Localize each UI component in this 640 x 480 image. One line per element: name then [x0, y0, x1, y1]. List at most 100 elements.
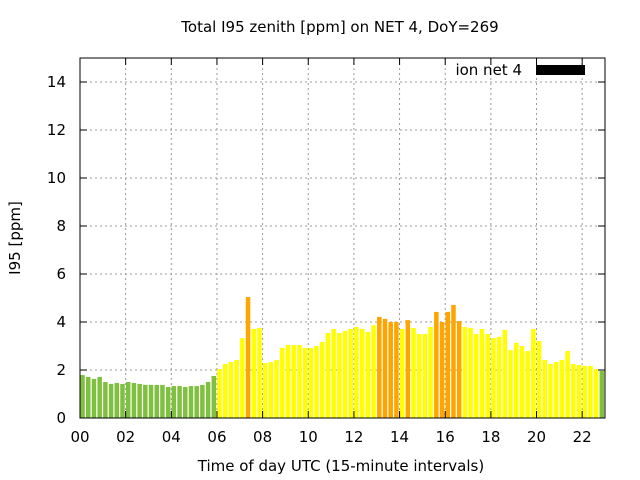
bar	[485, 334, 490, 418]
bar	[428, 327, 433, 418]
bar	[314, 346, 319, 418]
bar	[565, 351, 570, 418]
bar	[462, 327, 468, 418]
bar	[211, 376, 217, 418]
bar	[382, 318, 388, 418]
x-tick-label: 12	[344, 428, 363, 446]
x-tick-label: 10	[299, 428, 318, 446]
bar	[108, 383, 114, 418]
legend-label: ion net 4	[455, 61, 522, 79]
x-tick-label: 16	[436, 428, 455, 446]
bar	[337, 333, 342, 418]
bar	[194, 386, 199, 418]
bar	[86, 376, 91, 418]
bar	[394, 322, 399, 418]
bar	[143, 384, 148, 418]
bar	[154, 384, 159, 418]
bar	[434, 311, 439, 418]
bar	[571, 364, 576, 418]
x-tick-label: 20	[527, 428, 546, 446]
plot-frame	[79, 57, 606, 419]
bar	[325, 333, 331, 418]
bar	[217, 369, 222, 418]
x-tick-label: 08	[253, 428, 272, 446]
bar	[479, 328, 485, 418]
bar	[245, 297, 251, 418]
bar	[359, 328, 365, 418]
bar	[80, 375, 85, 418]
bar	[280, 347, 285, 418]
bar	[120, 383, 125, 418]
bar	[97, 376, 102, 418]
y-tick-label: 2	[56, 361, 66, 379]
bar	[582, 365, 587, 418]
legend-swatch	[536, 65, 585, 75]
bar	[422, 334, 428, 418]
bar	[228, 362, 234, 418]
bar	[354, 327, 359, 418]
bar	[496, 336, 502, 418]
bar	[200, 384, 205, 418]
bar	[593, 369, 599, 418]
bar	[257, 328, 262, 418]
bar	[548, 364, 553, 418]
bar	[371, 325, 376, 418]
y-tick-label: 4	[56, 313, 66, 331]
grid	[80, 58, 605, 418]
x-tick-label: 06	[207, 428, 226, 446]
bar	[348, 328, 354, 418]
bar	[148, 384, 154, 418]
bar	[559, 359, 565, 418]
bar	[416, 334, 422, 418]
bar	[588, 365, 593, 418]
bar	[553, 362, 559, 418]
bar	[468, 328, 473, 418]
bar	[411, 328, 416, 418]
x-tick-label: 18	[481, 428, 500, 446]
bar	[183, 387, 188, 418]
bar	[519, 346, 525, 418]
x-tick-label: 04	[162, 428, 181, 446]
y-tick-label: 10	[47, 169, 66, 187]
bar	[474, 334, 479, 418]
x-tick-label: 14	[390, 428, 409, 446]
bar	[342, 330, 348, 418]
bar	[599, 370, 605, 418]
legend: ion net 4	[455, 61, 585, 79]
bar	[388, 322, 393, 418]
bar	[399, 328, 405, 418]
bar	[377, 316, 382, 418]
bar	[308, 347, 314, 418]
bars	[80, 297, 605, 418]
bar	[114, 382, 120, 418]
x-axis-label: Time of day UTC (15-minute intervals)	[197, 457, 484, 475]
bar	[405, 320, 411, 418]
y-tick-label: 6	[56, 265, 66, 283]
bar	[525, 351, 530, 418]
bar	[291, 345, 296, 418]
bar	[297, 345, 302, 418]
bar	[536, 340, 542, 418]
bar	[319, 341, 325, 418]
bar	[274, 359, 279, 418]
bar	[491, 338, 496, 418]
bar	[513, 342, 519, 418]
bar	[302, 347, 308, 418]
bar	[160, 384, 165, 418]
x-tick-label: 02	[116, 428, 135, 446]
bar	[542, 359, 548, 418]
bar	[365, 332, 371, 418]
bar	[125, 382, 131, 418]
bar	[103, 382, 108, 418]
bar	[251, 328, 257, 418]
bar	[331, 328, 336, 418]
bar	[165, 387, 171, 418]
bar	[508, 350, 513, 418]
bar	[451, 304, 456, 418]
bar	[502, 329, 508, 418]
bar	[171, 386, 177, 418]
bar	[137, 383, 142, 418]
bar	[222, 364, 228, 418]
